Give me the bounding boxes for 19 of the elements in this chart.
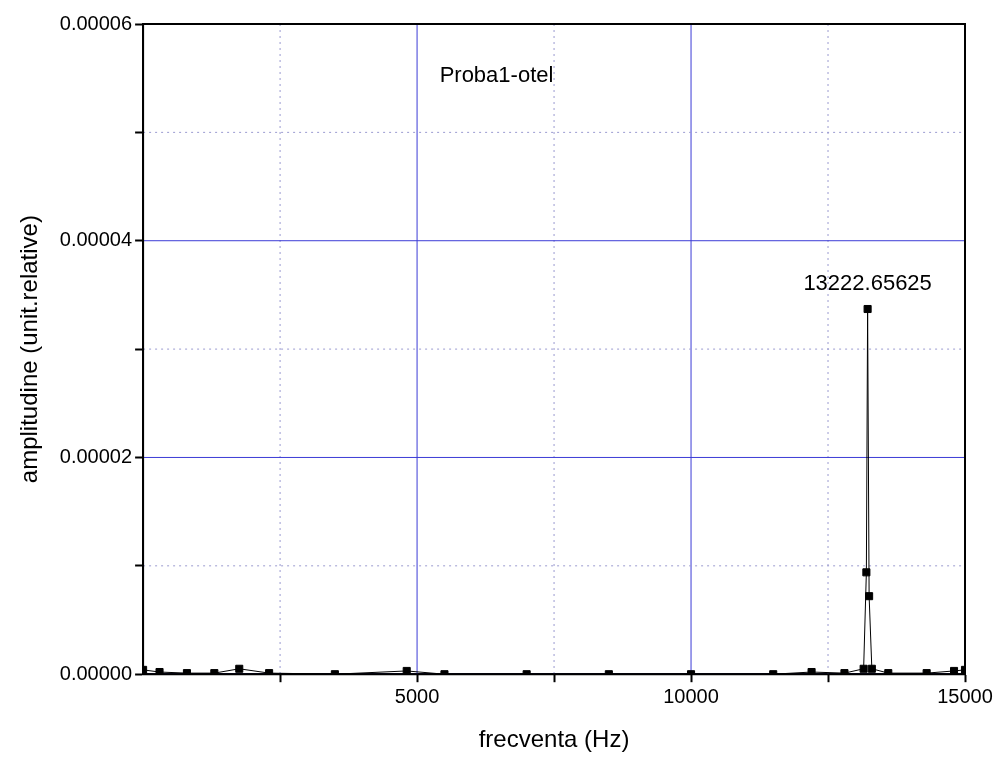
y-tick-label: 0.00006 bbox=[59, 11, 133, 34]
point bbox=[865, 592, 874, 601]
y-axis-title: amplitudine (unit.relative) bbox=[15, 215, 43, 484]
point bbox=[807, 668, 816, 675]
x-tick-label: 15000 bbox=[937, 684, 993, 707]
x-tick-label: 5000 bbox=[394, 684, 440, 707]
point bbox=[155, 668, 164, 675]
y-tick-label: 0.00000 bbox=[59, 661, 133, 684]
y-tick-label: 0.00004 bbox=[59, 228, 133, 251]
x-axis-title: frecventa (Hz) bbox=[478, 725, 630, 753]
annotation: Proba1-otel bbox=[439, 62, 554, 88]
point bbox=[862, 568, 871, 577]
point bbox=[863, 304, 872, 314]
point bbox=[235, 664, 244, 673]
point bbox=[859, 664, 868, 673]
annotation: 13222.65625 bbox=[803, 270, 932, 296]
y-tick-label: 0.00002 bbox=[59, 444, 133, 467]
x-tick-label: 10000 bbox=[663, 684, 719, 707]
point bbox=[867, 664, 876, 673]
